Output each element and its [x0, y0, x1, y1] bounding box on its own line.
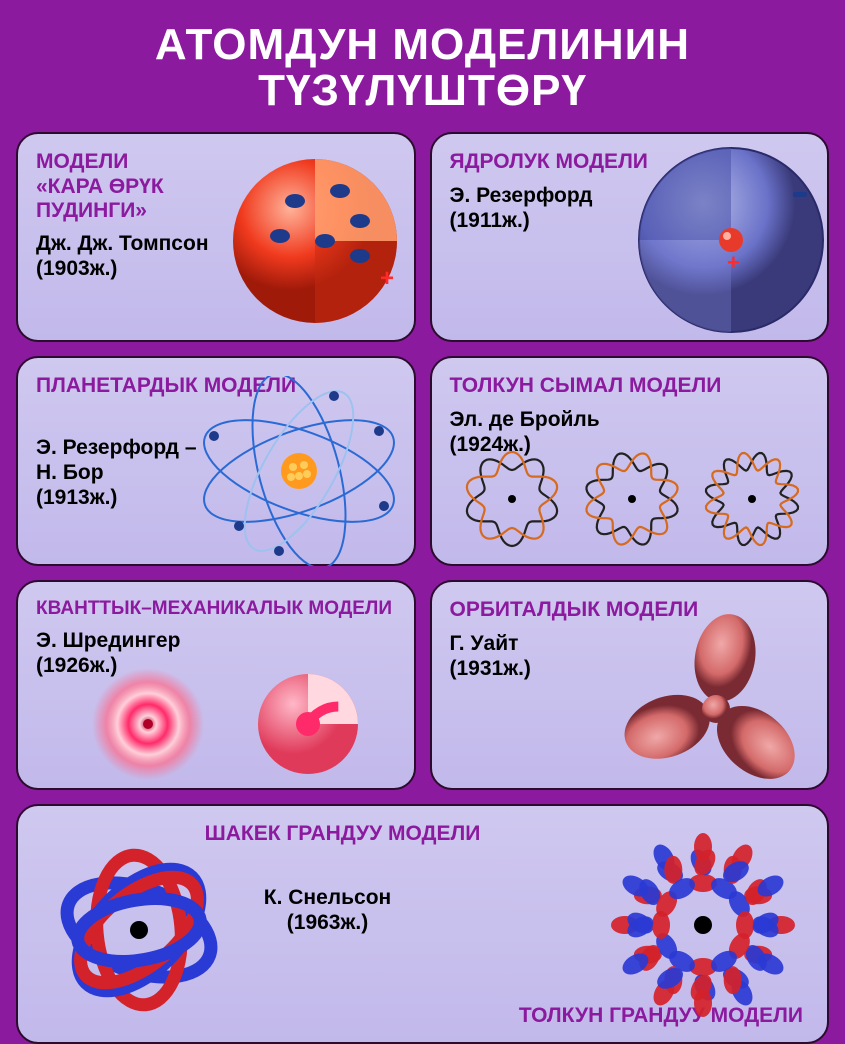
page-title: АТОМДУН МОДЕЛИНИН ТҮЗҮЛҮШТӨРҮ	[10, 10, 835, 132]
svg-text:+: +	[380, 265, 394, 292]
ring-solid-icon	[24, 818, 254, 1038]
card-schrodinger: КВАНТТЫК–МЕХАНИКАЛЫК МОДЕЛИ Э. Шредингер…	[16, 580, 416, 790]
page-frame: АТОМДУН МОДЕЛИНИН ТҮЗҮЛҮШТӨРҮ МОДЕЛИ «КА…	[0, 0, 845, 1020]
card-schrodinger-title: КВАНТТЫК–МЕХАНИКАЛЫК МОДЕЛИ	[36, 598, 396, 620]
cards-grid: МОДЕЛИ «КАРА ӨРҮК ПУДИНГИ» Дж. Дж. Томпс…	[10, 132, 835, 1044]
card-debroglie-title: ТОЛКУН СЫМАЛ МОДЕЛИ	[450, 374, 810, 398]
nuclear-sphere-icon: +	[621, 140, 831, 340]
card-rutherford-nuclear: ЯДРОЛУК МОДЕЛИ Э. Резерфорд (1911ж.) +	[430, 132, 830, 342]
card-snelson: ШАКЕК ГРАНДУУ МОДЕЛИ К. Снельсон (1963ж.…	[16, 804, 829, 1044]
standing-waves-icon	[452, 444, 812, 554]
wave-solid-icon	[583, 810, 823, 1040]
planetary-orbits-icon	[184, 376, 414, 566]
orbital-lobes-icon	[611, 614, 821, 784]
probability-cloud-icon	[38, 662, 398, 782]
thomson-sphere-icon: +	[220, 146, 410, 336]
card-thomson: МОДЕЛИ «КАРА ӨРҮК ПУДИНГИ» Дж. Дж. Томпс…	[16, 132, 416, 342]
svg-text:+: +	[727, 250, 740, 275]
card-bohr: ПЛАНЕТАРДЫК МОДЕЛИ Э. Резерфорд – Н. Бор…	[16, 356, 416, 566]
card-debroglie: ТОЛКУН СЫМАЛ МОДЕЛИ Эл. де Бройль (1924ж…	[430, 356, 830, 566]
card-white: ОРБИТАЛДЫК МОДЕЛИ Г. Уайт (1931ж.)	[430, 580, 830, 790]
